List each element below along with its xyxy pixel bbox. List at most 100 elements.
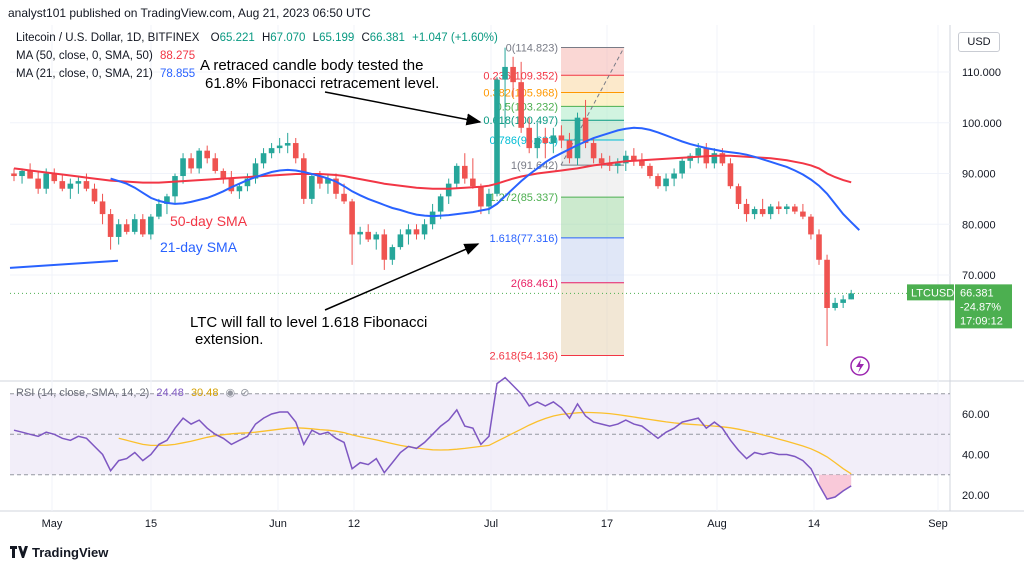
candle-body — [639, 160, 645, 166]
time-tick-label: 15 — [145, 518, 157, 530]
ma21-label: MA (21, close, 0, SMA, 21) — [16, 68, 153, 80]
candle-body — [99, 201, 106, 215]
price-tick-label: 90.000 — [962, 169, 996, 181]
candle-body — [574, 117, 581, 159]
candle-body — [663, 178, 669, 187]
candle-body — [11, 173, 17, 177]
candle-body — [518, 82, 524, 128]
fib-zone — [561, 237, 624, 283]
candle-body — [292, 143, 299, 159]
price-tick-label: 70.000 — [962, 270, 996, 282]
lightning-bolt — [856, 359, 864, 373]
symbol-name[interactable]: Litecoin / U.S. Dollar, 1D, BITFINEX — [16, 32, 200, 44]
candle-body — [83, 181, 90, 189]
fib-level-label: 0.786(96.603) — [490, 135, 559, 147]
ma50-legend[interactable]: MA (50, close, 0, SMA, 50) 88.275 — [16, 50, 195, 62]
candle-body — [494, 79, 500, 194]
rsi-legend[interactable]: RSI (14, close, SMA, 14, 2) 24.48 30.48 … — [16, 386, 249, 399]
candle-body — [679, 160, 685, 174]
time-tick-label: 17 — [601, 518, 613, 530]
candle-body — [623, 155, 629, 164]
candle-body — [140, 219, 146, 235]
candle-body — [164, 196, 170, 204]
candle-body — [204, 150, 210, 159]
candle-body — [397, 234, 404, 248]
candle-body — [542, 137, 549, 144]
ma50-line — [13, 154, 852, 190]
rsi-line — [13, 376, 852, 500]
rsi-tick-label: 60.00 — [962, 409, 990, 421]
candle-body — [526, 127, 532, 149]
footer-brand[interactable]: TradingView — [10, 545, 108, 560]
low-value: 65.199 — [319, 32, 355, 44]
rsi-tick-label: 20.00 — [962, 490, 990, 502]
publish-text: analyst101 published on TradingView.com,… — [8, 6, 371, 20]
price-tag-price: 66.381 — [960, 287, 994, 299]
candle-body — [107, 214, 114, 237]
candle-body — [317, 176, 323, 184]
candle-body — [67, 183, 74, 189]
candle-body — [598, 158, 605, 164]
candle-body — [534, 137, 541, 149]
ma21-extension-line — [9, 259, 119, 269]
candle-body — [775, 206, 782, 210]
candle-body — [196, 150, 202, 169]
fib-level-label: 0(114.823) — [506, 43, 558, 55]
candle-body — [260, 153, 267, 164]
candle-body — [582, 117, 589, 144]
low-label: L — [312, 32, 320, 44]
candle-body — [51, 173, 58, 182]
candle-body — [365, 231, 371, 240]
disabled-icon[interactable]: ⊘ — [240, 387, 250, 399]
price-tag-countdown: 17:09:12 — [960, 315, 1003, 327]
annotation-bottom-line2: extension. — [195, 331, 263, 348]
candle-body — [284, 143, 291, 146]
candle-body — [301, 158, 307, 199]
candle-body — [792, 206, 798, 212]
time-tick-label: Aug — [707, 518, 727, 530]
ma21-legend[interactable]: MA (21, close, 0, SMA, 21) 78.855 — [16, 68, 195, 80]
candle-body — [631, 155, 637, 161]
currency-button[interactable]: USD — [958, 32, 1000, 52]
candle-body — [470, 178, 476, 187]
candle-body — [727, 163, 734, 187]
candle-body — [478, 186, 484, 207]
candle-body — [784, 206, 790, 210]
price-tag-change: -24.87% — [960, 301, 1001, 313]
candle-body — [840, 299, 846, 303]
candle-body — [252, 163, 259, 179]
candle-body — [558, 135, 565, 141]
annotation-arrow-bottom — [324, 243, 480, 311]
ma21-line — [110, 126, 860, 231]
annotation-top-line2: 61.8% Fibonacci retracement level. — [205, 75, 439, 92]
candle-body — [349, 201, 355, 235]
candle-body — [719, 153, 726, 164]
candle-body — [115, 224, 122, 237]
candle-body — [735, 186, 742, 204]
rsi-tick-label: 40.00 — [962, 450, 990, 462]
candle-body — [59, 181, 66, 189]
fib-zone — [561, 75, 624, 93]
candle-body — [148, 216, 154, 235]
candle-body — [27, 170, 33, 179]
fib-zone — [561, 165, 624, 198]
visibility-icon[interactable]: ◉ — [225, 387, 236, 399]
time-tick-label: 14 — [808, 518, 820, 530]
candle-body — [606, 163, 613, 166]
annotation-bottom-line1: LTC will fall to level 1.618 Fibonacci — [190, 314, 427, 331]
high-label: H — [261, 32, 271, 44]
candle-body — [333, 178, 339, 194]
annotation-sma21: 21-day SMA — [160, 239, 238, 255]
open-label: O — [210, 32, 220, 44]
price-tick-label: 100.000 — [962, 118, 1002, 130]
candle-body — [437, 196, 444, 212]
time-tick-label: May — [42, 518, 63, 530]
publish-header: analyst101 published on TradingView.com,… — [8, 6, 371, 20]
fib-level-label: 2.618(54.136) — [490, 351, 559, 363]
annotation-sma50: 50-day SMA — [170, 213, 248, 229]
time-tick-label: Sep — [928, 518, 948, 530]
ma50-label: MA (50, close, 0, SMA, 50) — [16, 50, 153, 62]
rsi-oversold-fill — [819, 474, 852, 500]
candle-body — [808, 216, 814, 235]
candle-body — [131, 219, 138, 232]
